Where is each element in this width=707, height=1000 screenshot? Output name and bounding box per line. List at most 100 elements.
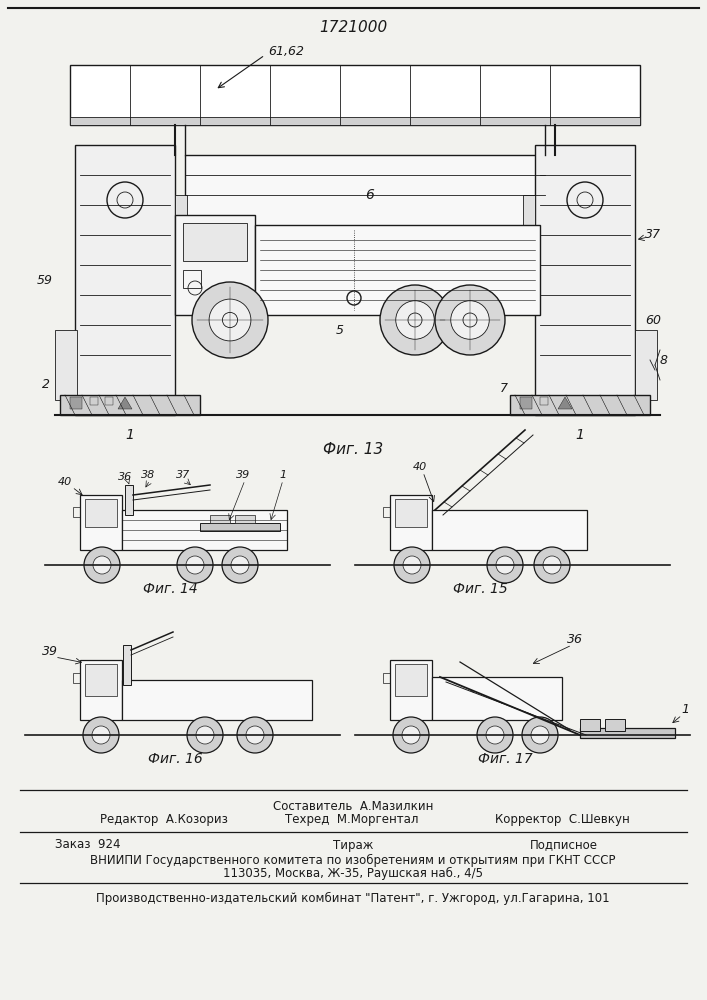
Bar	[390, 495, 432, 550]
Circle shape	[84, 547, 120, 583]
Bar	[175, 195, 187, 250]
Text: 113035, Москва, Ж-35, Раушская наб., 4/5: 113035, Москва, Ж-35, Раушская наб., 4/5	[223, 866, 483, 880]
Text: Фиг. 16: Фиг. 16	[148, 752, 202, 766]
Circle shape	[486, 726, 504, 744]
Circle shape	[451, 301, 489, 339]
Bar	[60, 395, 200, 415]
Text: 1: 1	[126, 428, 134, 442]
Text: Производственно-издательский комбинат "Патент", г. Ужгород, ул.Гагарина, 101: Производственно-издательский комбинат "П…	[96, 891, 610, 905]
Text: 37: 37	[645, 229, 661, 241]
Bar	[73, 507, 80, 517]
Bar	[125, 485, 133, 515]
Circle shape	[186, 556, 204, 574]
Bar	[523, 195, 535, 250]
Text: Составитель  А.Мазилкин: Составитель А.Мазилкин	[273, 800, 433, 812]
Bar	[432, 677, 562, 720]
Circle shape	[403, 556, 421, 574]
Circle shape	[92, 726, 110, 744]
Text: 36: 36	[567, 633, 583, 646]
Bar	[55, 330, 77, 400]
Bar	[75, 145, 175, 415]
Text: 59: 59	[37, 273, 53, 286]
Bar	[80, 660, 122, 720]
Text: 5: 5	[336, 324, 344, 336]
Circle shape	[83, 717, 119, 753]
Circle shape	[222, 547, 258, 583]
Bar	[175, 215, 255, 315]
Text: 7: 7	[500, 381, 508, 394]
Circle shape	[393, 717, 429, 753]
Bar	[90, 397, 98, 405]
Text: 36: 36	[118, 472, 132, 482]
Text: 39: 39	[42, 645, 58, 658]
Bar	[122, 510, 287, 550]
Text: Корректор  С.Шевкун: Корректор С.Шевкун	[495, 814, 630, 826]
Bar	[605, 719, 625, 731]
Bar	[395, 664, 427, 696]
Bar	[85, 664, 117, 696]
Bar	[105, 397, 113, 405]
Circle shape	[177, 547, 213, 583]
Text: 40: 40	[413, 462, 427, 472]
Text: ВНИИПИ Государственного комитета по изобретениям и открытиям при ГКНТ СССР: ВНИИПИ Государственного комитета по изоб…	[90, 853, 616, 867]
Bar	[70, 65, 640, 125]
Text: 6: 6	[366, 188, 375, 202]
Circle shape	[237, 717, 273, 753]
Circle shape	[394, 547, 430, 583]
Text: 37: 37	[176, 470, 190, 480]
Bar	[122, 680, 312, 720]
Circle shape	[531, 726, 549, 744]
Bar	[635, 330, 657, 400]
Bar	[520, 397, 532, 409]
Circle shape	[209, 299, 251, 341]
Text: 8: 8	[660, 354, 668, 366]
Bar	[235, 515, 255, 523]
Bar	[255, 225, 540, 315]
Circle shape	[192, 282, 268, 358]
Circle shape	[435, 285, 505, 355]
Text: Редактор  А.Козориз: Редактор А.Козориз	[100, 814, 228, 826]
Bar	[183, 223, 247, 261]
Bar	[185, 155, 545, 230]
Text: Фиг. 15: Фиг. 15	[452, 582, 508, 596]
Bar	[395, 499, 427, 527]
Text: Фиг. 14: Фиг. 14	[143, 582, 197, 596]
Text: 1: 1	[575, 428, 585, 442]
Circle shape	[534, 547, 570, 583]
Bar	[580, 719, 600, 731]
Bar	[183, 270, 201, 288]
Text: Техред  М.Моргентал: Техред М.Моргентал	[285, 814, 419, 826]
Bar	[432, 510, 587, 550]
Circle shape	[402, 726, 420, 744]
Polygon shape	[558, 397, 572, 409]
Text: 1: 1	[279, 470, 286, 480]
Polygon shape	[118, 397, 132, 409]
Bar	[535, 145, 635, 415]
Circle shape	[231, 556, 249, 574]
Circle shape	[380, 285, 450, 355]
Bar	[540, 397, 548, 405]
Text: 39: 39	[236, 470, 250, 480]
Bar	[123, 645, 131, 685]
Text: Фиг. 17: Фиг. 17	[478, 752, 532, 766]
Text: Заказ  924: Заказ 924	[55, 838, 120, 852]
Text: 1: 1	[681, 703, 689, 716]
Circle shape	[246, 726, 264, 744]
Circle shape	[477, 717, 513, 753]
Bar	[200, 523, 280, 531]
Circle shape	[543, 556, 561, 574]
Text: 2: 2	[42, 378, 50, 391]
Bar	[70, 117, 640, 125]
Circle shape	[187, 717, 223, 753]
Bar	[580, 728, 675, 738]
Bar	[85, 499, 117, 527]
Text: 1721000: 1721000	[319, 20, 387, 35]
Bar	[210, 515, 230, 523]
Circle shape	[396, 301, 434, 339]
Circle shape	[196, 726, 214, 744]
Bar	[73, 673, 80, 683]
Text: 40: 40	[58, 477, 72, 487]
Bar	[383, 507, 390, 517]
Bar	[80, 495, 122, 550]
Text: Тираж: Тираж	[333, 838, 373, 852]
